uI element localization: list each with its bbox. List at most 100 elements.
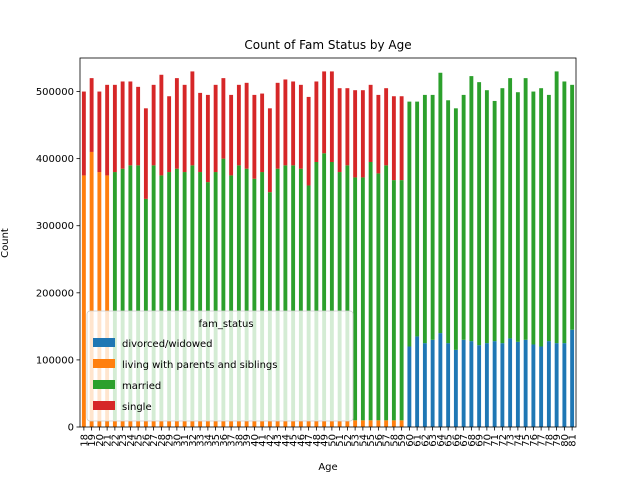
legend-swatch — [93, 359, 115, 368]
y-axis: 0 100000 200000 300000 400000 500000 — [36, 87, 80, 434]
bar-segment-44-2 — [283, 165, 288, 421]
x-tick-label: 22 — [110, 434, 121, 447]
x-tick-label: 21 — [103, 434, 114, 447]
x-tick-label: 41 — [258, 434, 269, 447]
legend-swatch — [93, 380, 115, 389]
bar-segment-56-1 — [376, 420, 381, 427]
bar-segment-51-3 — [337, 88, 342, 173]
x-tick-label: 19 — [87, 434, 98, 447]
x-tick-label: 56 — [374, 434, 385, 447]
x-tick-label: 61 — [413, 434, 424, 447]
bar-segment-52-3 — [345, 88, 350, 166]
x-tick-label: 59 — [397, 434, 408, 447]
bar-segment-35-2 — [213, 172, 218, 421]
x-tick-label: 18 — [79, 434, 90, 447]
bar-segment-51-1 — [337, 420, 342, 427]
bar-segment-30-3 — [174, 78, 179, 169]
bar-segment-61-0 — [415, 336, 420, 427]
bar-segment-63-0 — [430, 339, 435, 427]
x-tick-label: 24 — [126, 434, 137, 447]
x-tick-label: 67 — [459, 434, 470, 447]
bar-segment-25-2 — [136, 165, 141, 421]
bar-segment-77-2 — [539, 88, 544, 347]
bar-segment-54-2 — [360, 177, 365, 421]
bar-segment-58-1 — [391, 420, 396, 427]
bar-segment-76-0 — [531, 344, 536, 427]
bar-segment-75-2 — [523, 78, 528, 340]
x-tick-label: 45 — [289, 434, 300, 447]
legend-label: living with parents and siblings — [122, 360, 277, 371]
bar-segment-26-3 — [143, 108, 148, 199]
x-tick-label: 76 — [529, 434, 540, 447]
bar-segment-27-3 — [151, 84, 156, 166]
bar-segment-39-1 — [244, 420, 249, 427]
bar-segment-74-0 — [515, 341, 520, 427]
bar-segment-22-1 — [112, 420, 117, 427]
bar-segment-49-2 — [322, 153, 327, 421]
bar-segment-71-0 — [492, 341, 497, 427]
bar-segment-41-3 — [260, 93, 265, 173]
bar-segment-79-0 — [554, 343, 559, 427]
bar-segment-49-1 — [322, 420, 327, 427]
x-tick-label: 46 — [296, 434, 307, 447]
bar-segment-37-2 — [229, 175, 234, 421]
x-tick-label: 43 — [273, 434, 284, 447]
bar-segment-31-1 — [182, 420, 187, 427]
x-tick-label: 25 — [134, 434, 145, 447]
x-tick-label: 62 — [420, 434, 431, 447]
bar-segment-19-1 — [89, 151, 94, 427]
bar-segment-37-1 — [229, 420, 234, 427]
x-tick-label: 37 — [227, 434, 238, 447]
bar-segment-66-0 — [453, 349, 458, 427]
bar-segment-61-2 — [415, 101, 420, 337]
bar-segment-55-2 — [368, 161, 373, 421]
bar-segment-45-1 — [291, 420, 296, 427]
x-tick-label: 30 — [172, 434, 183, 447]
bar-segment-53-3 — [353, 90, 358, 178]
x-tick-label: 79 — [552, 434, 563, 447]
bar-segment-52-2 — [345, 165, 350, 421]
x-tick-label: 75 — [521, 434, 532, 447]
y-tick-label: 0 — [68, 423, 74, 434]
bar-segment-33-3 — [198, 92, 203, 173]
x-tick-label: 27 — [149, 434, 160, 447]
bar-segment-42-3 — [267, 108, 272, 193]
bar-segment-66-2 — [453, 108, 458, 350]
x-tick-label: 73 — [506, 434, 517, 447]
x-tick-label: 80 — [560, 434, 571, 447]
bar-segment-48-2 — [314, 161, 319, 421]
bar-segment-60-0 — [407, 346, 412, 427]
bar-segment-72-0 — [500, 343, 505, 427]
x-tick-label: 68 — [467, 434, 478, 447]
bar-segment-73-0 — [508, 338, 513, 427]
bar-segment-44-1 — [283, 420, 288, 427]
bar-segment-70-2 — [484, 90, 489, 344]
bar-segment-71-2 — [492, 100, 497, 342]
bar-segment-65-0 — [446, 343, 451, 427]
bar-segment-36-2 — [221, 158, 226, 421]
y-tick-label: 300000 — [36, 221, 74, 232]
bar-segment-34-3 — [205, 94, 210, 183]
bar-segment-19-3 — [89, 78, 94, 152]
bar-segment-56-2 — [376, 173, 381, 421]
x-tick-label: 36 — [219, 434, 230, 447]
x-tick-label: 40 — [250, 434, 261, 447]
bar-segment-20-3 — [97, 91, 102, 173]
x-tick-label: 34 — [203, 434, 214, 447]
bar-segment-51-2 — [337, 172, 342, 421]
bar-segment-36-1 — [221, 420, 226, 427]
legend-title: fam_status — [198, 319, 253, 330]
bar-segment-59-3 — [399, 96, 404, 181]
x-tick-label: 23 — [118, 434, 129, 447]
bar-segment-70-0 — [484, 343, 489, 427]
x-tick-label: 26 — [141, 434, 152, 447]
x-tick-label: 81 — [568, 434, 579, 447]
x-tick-label: 54 — [358, 434, 369, 447]
bar-segment-59-1 — [399, 420, 404, 427]
bar-segment-28-2 — [159, 175, 164, 421]
legend: fam_status divorced/widowed living with pa… — [86, 310, 354, 422]
bar-segment-62-0 — [422, 343, 427, 427]
bar-segment-36-3 — [221, 78, 226, 159]
bar-segment-43-3 — [275, 82, 280, 169]
x-tick-label: 66 — [451, 434, 462, 447]
